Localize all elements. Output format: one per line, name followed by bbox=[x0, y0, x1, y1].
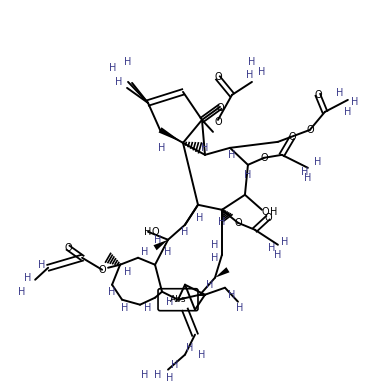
Polygon shape bbox=[215, 267, 229, 278]
Text: H: H bbox=[121, 303, 129, 313]
Text: H: H bbox=[344, 107, 352, 117]
Polygon shape bbox=[153, 240, 168, 250]
Text: O: O bbox=[151, 227, 159, 237]
Text: H: H bbox=[39, 260, 46, 270]
Text: H: H bbox=[144, 227, 152, 237]
Text: H: H bbox=[124, 57, 132, 67]
Text: H: H bbox=[124, 267, 132, 277]
Text: H: H bbox=[336, 88, 344, 98]
Text: H: H bbox=[314, 157, 322, 167]
Text: H: H bbox=[201, 143, 209, 153]
Text: O: O bbox=[261, 207, 269, 217]
Text: O: O bbox=[288, 132, 296, 142]
Text: H: H bbox=[158, 143, 166, 153]
FancyBboxPatch shape bbox=[158, 289, 198, 311]
Text: H: H bbox=[304, 173, 311, 183]
Text: O: O bbox=[214, 117, 222, 127]
Text: H: H bbox=[351, 97, 358, 107]
Text: H: H bbox=[228, 290, 235, 300]
Text: H: H bbox=[268, 243, 276, 253]
Text: H: H bbox=[164, 247, 172, 257]
Text: H: H bbox=[144, 303, 152, 313]
Text: O: O bbox=[306, 125, 314, 135]
Text: H: H bbox=[196, 213, 204, 223]
Text: H: H bbox=[206, 280, 214, 290]
Text: O: O bbox=[214, 72, 222, 82]
Text: H: H bbox=[236, 303, 244, 313]
Text: H: H bbox=[154, 370, 162, 380]
Text: O: O bbox=[314, 90, 322, 100]
Text: H: H bbox=[198, 350, 206, 360]
Text: H: H bbox=[281, 237, 288, 247]
Text: H: H bbox=[274, 250, 282, 260]
Polygon shape bbox=[158, 127, 183, 143]
Text: H: H bbox=[171, 360, 179, 370]
Text: O: O bbox=[98, 265, 106, 275]
Text: H: H bbox=[244, 170, 252, 180]
Text: H: H bbox=[166, 297, 174, 307]
Text: H: H bbox=[25, 273, 32, 283]
Text: O: O bbox=[260, 153, 268, 163]
Text: H: H bbox=[108, 287, 116, 297]
Text: H: H bbox=[19, 287, 26, 297]
Text: H: H bbox=[218, 217, 226, 227]
Text: H: H bbox=[141, 247, 149, 257]
Text: H: H bbox=[211, 240, 218, 250]
Text: H: H bbox=[228, 150, 235, 160]
Text: H: H bbox=[270, 207, 277, 217]
Text: H: H bbox=[154, 235, 162, 245]
Text: H: H bbox=[166, 372, 174, 382]
Text: H: H bbox=[246, 70, 254, 80]
Text: H: H bbox=[109, 63, 117, 73]
Text: H: H bbox=[186, 343, 194, 353]
Text: H: H bbox=[258, 67, 266, 77]
Text: H: H bbox=[301, 167, 308, 177]
Text: O: O bbox=[234, 218, 242, 228]
Text: Abs: Abs bbox=[170, 295, 186, 304]
Text: H: H bbox=[211, 253, 218, 263]
Text: H: H bbox=[115, 77, 123, 87]
Text: O: O bbox=[64, 243, 72, 253]
Text: H: H bbox=[181, 227, 189, 237]
Text: H: H bbox=[141, 370, 149, 380]
Text: H: H bbox=[248, 57, 256, 67]
Text: O: O bbox=[264, 213, 272, 223]
Text: O: O bbox=[216, 103, 224, 113]
